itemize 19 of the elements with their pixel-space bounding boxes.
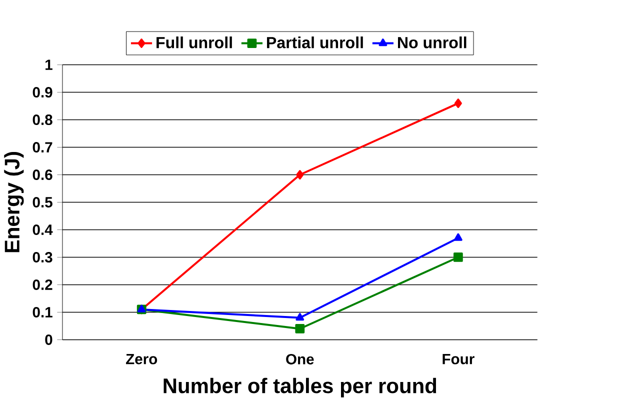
y-tick-label: 0.7 bbox=[32, 142, 52, 152]
legend-label: Full unroll bbox=[156, 36, 232, 48]
y-tick-label: 0.1 bbox=[32, 306, 52, 318]
y-tick-label: 0 bbox=[45, 334, 52, 345]
y-tick-label: 0.5 bbox=[32, 196, 52, 208]
x-tick-label: One bbox=[286, 354, 314, 364]
x-tick-label: Four bbox=[442, 354, 474, 364]
y-tick-label: 0.4 bbox=[32, 224, 53, 235]
legend-label: Partial unroll bbox=[267, 36, 363, 48]
x-axis-title: Number of tables per round bbox=[164, 378, 436, 398]
x-tick-label: Zero bbox=[126, 354, 158, 364]
y-tick-label: 1 bbox=[46, 59, 52, 70]
y-axis-title: Energy (J) bbox=[4, 152, 24, 252]
y-tick-label: 0.2 bbox=[32, 279, 52, 290]
y-tick-label: 0.3 bbox=[32, 252, 52, 262]
y-tick-label: 0.9 bbox=[32, 86, 52, 98]
y-tick-label: 0.8 bbox=[32, 114, 52, 125]
y-tick-label: 0.6 bbox=[32, 169, 52, 180]
legend-label: No unroll bbox=[398, 36, 466, 48]
